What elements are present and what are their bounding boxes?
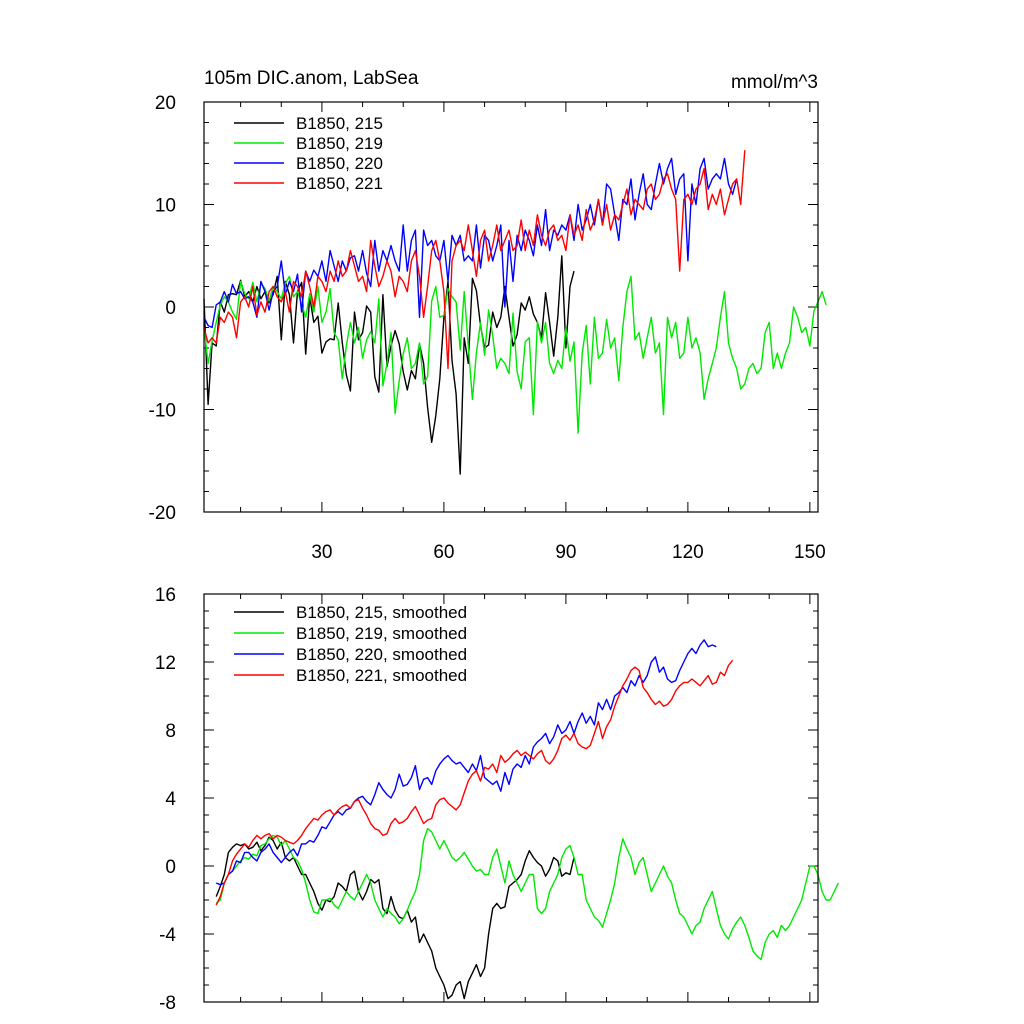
bottom-legend-label: B1850, 220, smoothed [296,645,467,664]
top-panel-series [203,150,827,475]
bottom-panel-series [215,639,839,1000]
top-panel-units: mmol/m^3 [731,72,818,93]
bottom-ytick-label: -8 [159,993,176,1014]
bottom-series-line-3 [215,639,717,886]
bottom-legend-label: B1850, 221, smoothed [296,666,467,685]
bottom-series-line-1 [215,836,575,1000]
top-xtick-label: 90 [555,542,576,563]
top-legend-label: B1850, 221 [296,174,383,193]
top-series-line-4 [203,150,746,370]
top-xtick-label: 150 [794,542,826,563]
top-legend-label: B1850, 215 [296,114,383,133]
top-panel-title: 105m DIC.anom, LabSea [204,68,419,89]
top-ytick-label: -10 [149,401,176,422]
bottom-series-line-2 [215,827,839,961]
bottom-ytick-label: 12 [155,653,176,674]
bottom-legend-label: B1850, 219, smoothed [296,624,467,643]
bottom-ytick-label: 4 [165,789,176,810]
top-ytick-label: 10 [155,196,176,217]
bottom-legend-label: B1850, 215, smoothed [296,603,467,622]
top-panel-frame [203,101,819,513]
top-ytick-label: -20 [149,503,176,524]
top-panel: 105m DIC.anom, LabSea mmol/m^3 -20 -10 0 10… [149,68,827,563]
bottom-series-line-4 [215,659,734,906]
top-series-line-2 [203,275,827,434]
bottom-panel-frame [203,593,819,1003]
top-legend-label: B1850, 219 [296,134,383,153]
bottom-panel-ticks: -8 -4 0 4 8 12 16 [155,585,818,1014]
top-xtick-label: 120 [672,542,704,563]
bottom-ytick-label: 16 [155,585,176,606]
top-legend-label: B1850, 220 [296,154,383,173]
top-ytick-label: 20 [155,93,176,114]
top-xtick-label: 30 [311,542,332,563]
bottom-ytick-label: -4 [159,925,176,946]
bottom-ytick-label: 0 [165,857,176,878]
top-ytick-label: 0 [165,298,176,319]
bottom-ytick-label: 8 [165,721,176,742]
bottom-panel-legend: B1850, 215, smoothed B1850, 219, smoothed… [234,603,467,685]
top-xtick-label: 60 [433,542,454,563]
top-panel-ticks: -20 -10 0 10 20 30 60 90 120 150 [149,93,826,563]
